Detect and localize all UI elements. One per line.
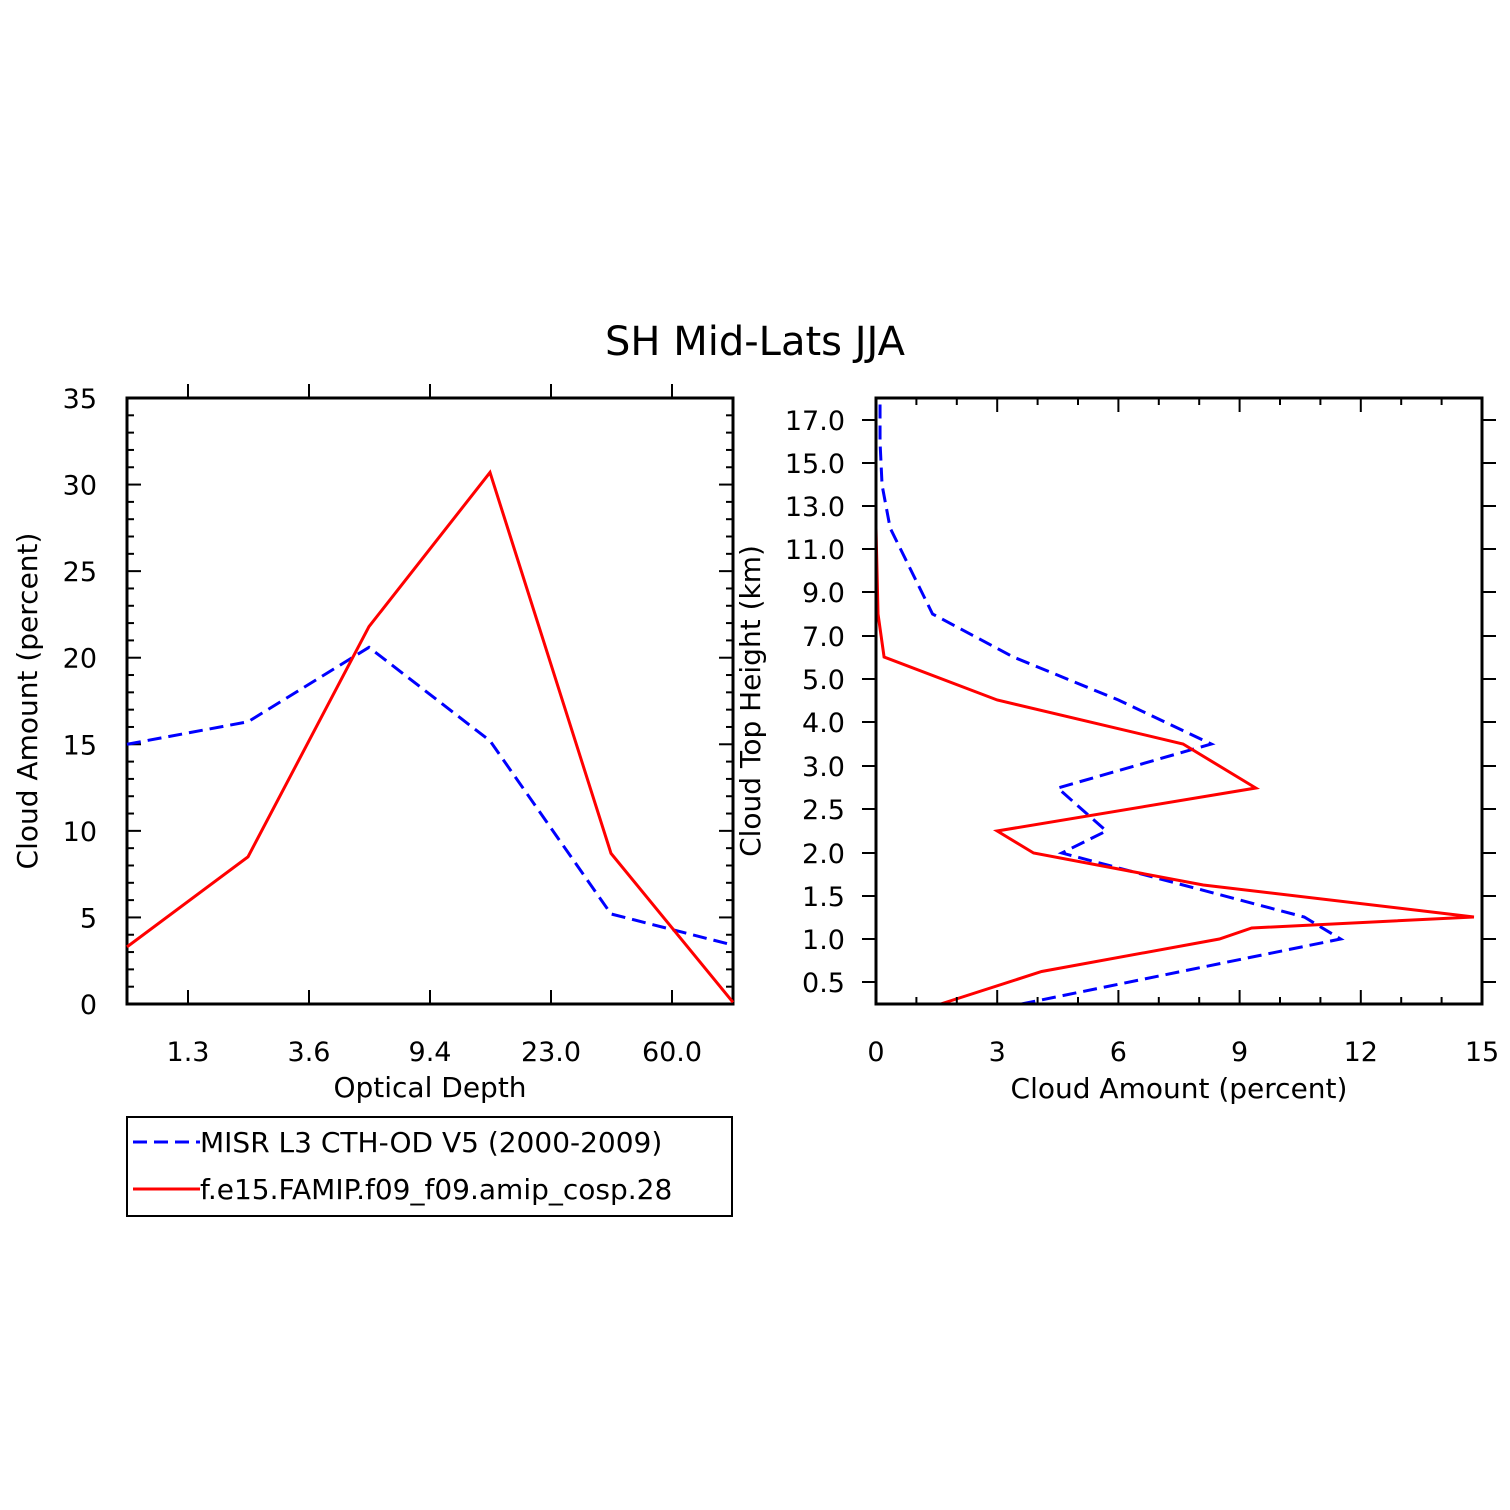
right-y-tick-label: 3.0 xyxy=(802,752,845,783)
right-x-axis-label: Cloud Amount (percent) xyxy=(1011,1072,1348,1105)
right-x-tick-label: 12 xyxy=(1344,1037,1378,1068)
right-x-tick-label: 9 xyxy=(1231,1037,1248,1068)
right-y-tick-label: 11.0 xyxy=(785,535,845,566)
legend: MISR L3 CTH-OD V5 (2000-2009) f.e15.FAMI… xyxy=(126,1116,733,1217)
right-y-tick-label: 0.5 xyxy=(802,968,845,999)
right-panel: 0 3 6 9 12 15 0.5 1.0 1.5 2.0 2.5 3.0 4.0 5.0 7.0 9.0 11… xyxy=(734,396,1499,1105)
left-series-misr-line xyxy=(126,645,734,947)
right-series-model-line xyxy=(874,527,1475,1006)
legend-label-model: f.e15.FAMIP.f09_f09.amip_cosp.28 xyxy=(200,1173,672,1206)
right-y-tick-label: 5.0 xyxy=(802,665,845,696)
right-y-tick-label: 7.0 xyxy=(802,622,845,653)
right-x-tick-label: 3 xyxy=(989,1037,1006,1068)
left-x-tick-label: 1.3 xyxy=(167,1037,210,1068)
right-y-tick-label: 13.0 xyxy=(785,492,845,523)
left-y-tick-label: 20 xyxy=(63,644,97,675)
chart-title: SH Mid-Lats JJA xyxy=(605,319,906,365)
left-y-tick-label: 10 xyxy=(63,817,97,848)
left-y-tick-label: 25 xyxy=(63,557,97,588)
left-x-axis-label: Optical Depth xyxy=(333,1071,526,1104)
right-x-tick-label: 0 xyxy=(867,1037,884,1068)
left-tick-labels: 0 5 10 15 20 25 30 35 1.3 3.6 9.4 23.0 60.0 xyxy=(63,384,702,1068)
left-y-axis-label: Cloud Amount (percent) xyxy=(11,533,44,870)
left-y-tick-label: 15 xyxy=(63,730,97,761)
right-y-tick-label: 1.0 xyxy=(802,925,845,956)
right-y-tick-label: 2.5 xyxy=(802,795,845,826)
left-series-model-line xyxy=(126,469,735,1004)
right-series-misr-line xyxy=(878,398,1345,1006)
left-x-tick-label: 3.6 xyxy=(288,1037,331,1068)
legend-box xyxy=(126,1116,733,1217)
left-plot-frame xyxy=(125,396,735,1006)
left-y-tick-label: 35 xyxy=(63,384,97,415)
right-x-tick-label: 6 xyxy=(1110,1037,1127,1068)
legend-label-misr: MISR L3 CTH-OD V5 (2000-2009) xyxy=(200,1126,662,1159)
right-y-tick-label: 17.0 xyxy=(785,406,845,437)
right-plot-frame xyxy=(874,396,1484,1006)
right-tick-labels: 0 3 6 9 12 15 0.5 1.0 1.5 2.0 2.5 3.0 4.0 5.0 7.0 9.0 11… xyxy=(785,406,1499,1068)
left-x-tick-label: 60.0 xyxy=(642,1037,702,1068)
left-y-tick-label: 30 xyxy=(63,471,97,502)
right-y-axis-label: Cloud Top Height (km) xyxy=(734,545,767,857)
right-y-tick-label: 1.5 xyxy=(802,882,845,913)
right-series-group xyxy=(874,398,1475,1006)
right-x-tick-label: 15 xyxy=(1465,1037,1499,1068)
left-y-tick-label: 5 xyxy=(80,903,97,934)
left-x-tick-label: 9.4 xyxy=(409,1037,452,1068)
left-tick-marks xyxy=(127,384,733,1005)
right-tick-marks xyxy=(862,398,1496,1004)
right-y-tick-label: 2.0 xyxy=(802,839,845,870)
left-panel: 0 5 10 15 20 25 30 35 1.3 3.6 9.4 23.0 60.0 Optical … xyxy=(11,384,735,1104)
right-y-tick-label: 9.0 xyxy=(802,578,845,609)
right-y-tick-label: 15.0 xyxy=(785,449,845,480)
left-series-group xyxy=(126,469,735,1004)
left-y-tick-label: 0 xyxy=(80,990,97,1021)
right-y-tick-label: 4.0 xyxy=(802,708,845,739)
left-x-tick-label: 23.0 xyxy=(521,1037,581,1068)
